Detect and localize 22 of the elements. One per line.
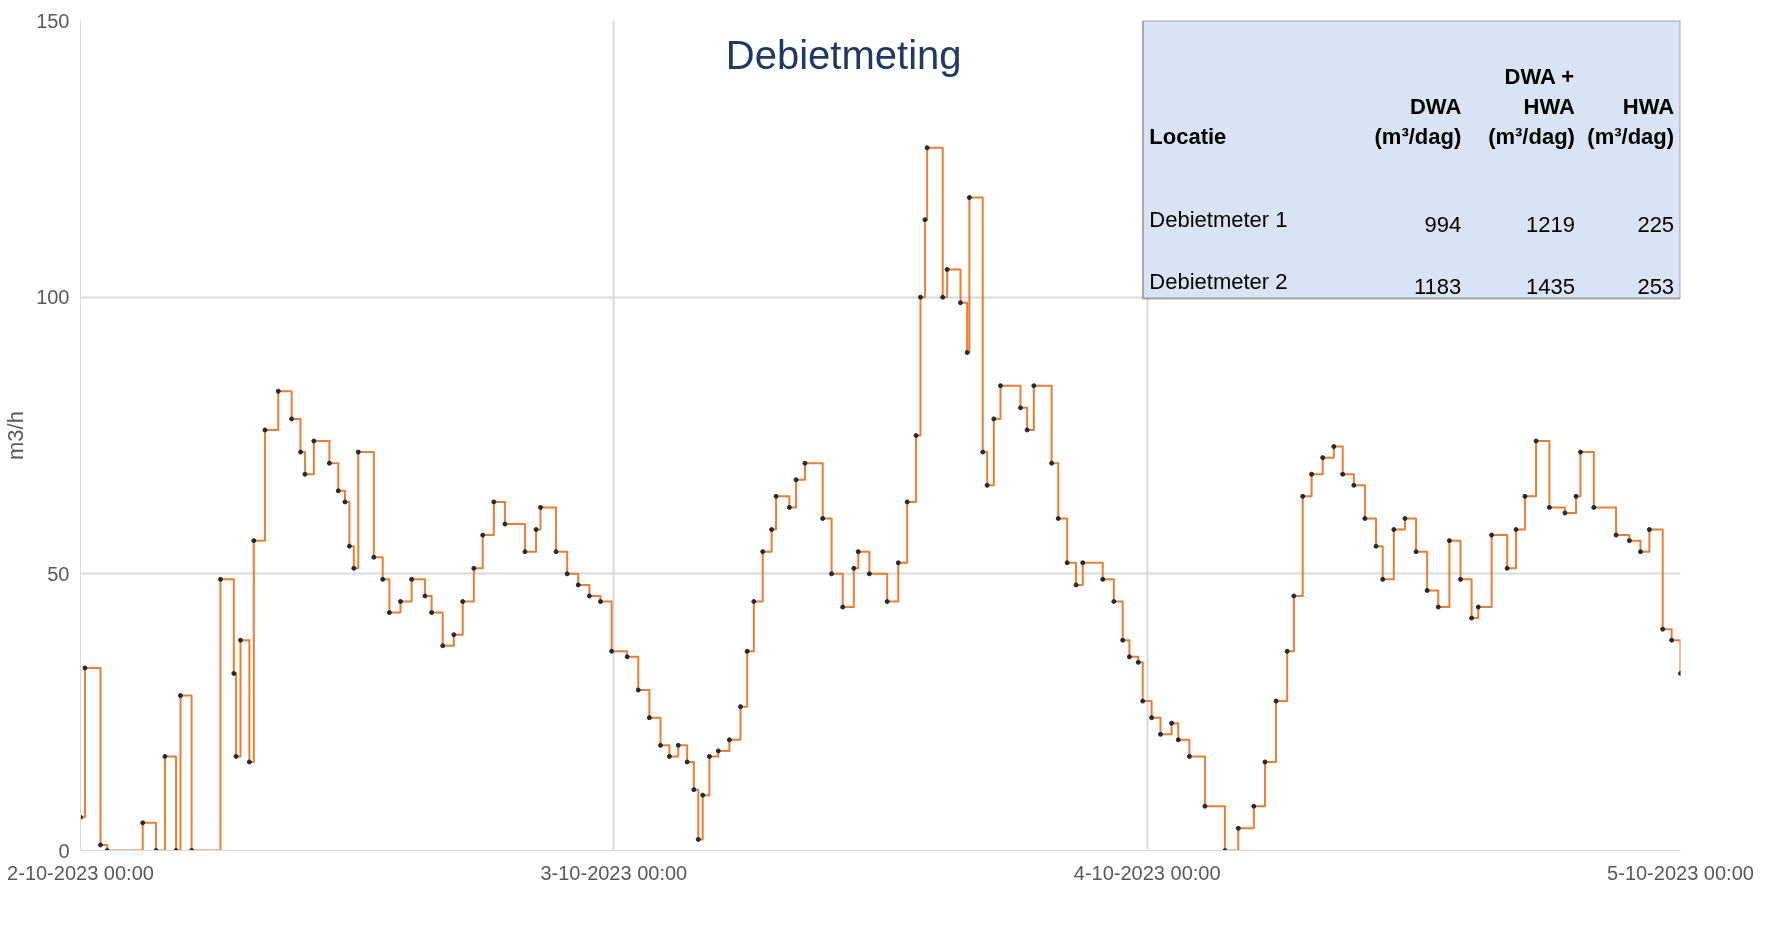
annotation: 1435 — [1525, 274, 1575, 300]
annotation: Locatie — [1149, 124, 1227, 150]
y-tick-label: 50 — [47, 562, 70, 585]
y-tick-label: 100 — [36, 286, 70, 309]
annotation: 1219 — [1525, 212, 1575, 238]
x-tick-label: 3-10-2023 00:00 — [540, 861, 688, 884]
annotation: 253 — [1637, 274, 1675, 300]
annotation: DWA (m³/dag) — [1374, 94, 1462, 150]
annotation: Debietmeter 1 — [1149, 207, 1288, 233]
x-tick-label: 2-10-2023 00:00 — [7, 861, 154, 884]
x-tick-label: 5-10-2023 00:00 — [1607, 861, 1754, 884]
y-tick-label: 0 — [58, 839, 70, 862]
annotation: Debietmeter 2 — [1149, 269, 1288, 295]
y-axis-title: m3/h — [3, 411, 29, 460]
y-tick-label: 150 — [36, 9, 70, 32]
x-tick-label: 4-10-2023 00:00 — [1073, 861, 1221, 884]
annotation: 225 — [1637, 212, 1675, 238]
annotation: DWA + HWA (m³/dag) — [1488, 64, 1576, 150]
annotation: 1183 — [1413, 274, 1462, 300]
chart-title: Debietmeting — [725, 32, 962, 77]
annotation: 994 — [1424, 212, 1462, 238]
annotation: HWA (m³/dag) — [1587, 94, 1675, 150]
